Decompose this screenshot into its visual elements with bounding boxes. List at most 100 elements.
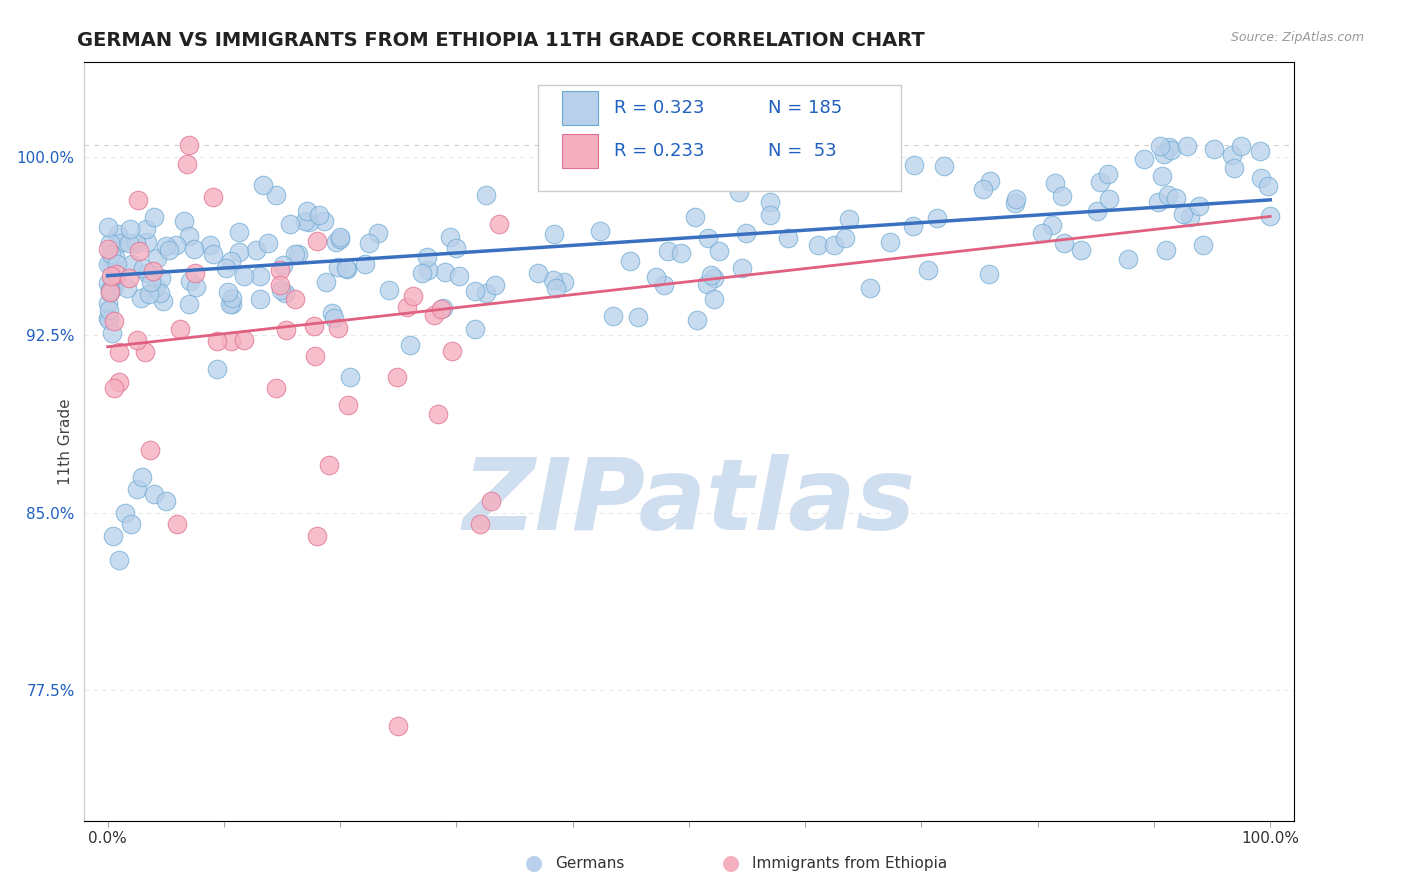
Point — [287, 247, 309, 261]
Point — [475, 187, 498, 202]
Point — [619, 254, 641, 268]
Point — [207, 362, 229, 376]
Point — [103, 314, 125, 328]
Point — [645, 270, 668, 285]
Point — [155, 239, 177, 253]
Point — [278, 218, 301, 232]
Point — [730, 260, 752, 275]
Text: R = 0.323: R = 0.323 — [614, 99, 704, 117]
Point — [152, 293, 174, 308]
Point — [541, 273, 564, 287]
Point — [546, 281, 568, 295]
Point — [444, 241, 467, 255]
Point — [669, 246, 692, 260]
Point — [1258, 209, 1281, 223]
Point — [100, 257, 122, 271]
Point — [101, 326, 124, 340]
Point — [271, 258, 294, 272]
Text: Germans: Germans — [555, 856, 624, 871]
Point — [98, 312, 121, 326]
Point — [378, 283, 401, 297]
Point — [318, 458, 340, 473]
Point — [304, 349, 326, 363]
Point — [100, 247, 122, 261]
Point — [218, 297, 240, 311]
Point — [1157, 140, 1180, 154]
Point — [266, 188, 288, 202]
Point — [834, 230, 856, 244]
Point — [366, 226, 388, 240]
Point — [464, 322, 486, 336]
Point — [183, 243, 205, 257]
Point — [339, 370, 361, 384]
Point — [98, 285, 121, 300]
Point — [823, 238, 845, 252]
Point — [217, 285, 239, 299]
Point — [312, 214, 335, 228]
Point — [228, 225, 250, 239]
Point — [934, 159, 956, 173]
Point — [100, 268, 122, 283]
Point — [683, 211, 706, 225]
Point — [142, 264, 165, 278]
Point — [104, 250, 127, 264]
Point — [105, 257, 128, 271]
Point — [335, 261, 357, 276]
Point — [138, 286, 160, 301]
Point — [1005, 193, 1028, 207]
Point — [602, 310, 624, 324]
Point — [169, 321, 191, 335]
Point — [145, 279, 167, 293]
Point — [97, 302, 120, 317]
Point — [1164, 191, 1187, 205]
Point — [416, 250, 439, 264]
Point — [402, 289, 425, 303]
Point — [979, 267, 1001, 281]
Point — [1156, 243, 1178, 257]
Text: N = 185: N = 185 — [768, 99, 842, 117]
Point — [430, 301, 453, 316]
Text: N =  53: N = 53 — [768, 142, 837, 161]
Point — [328, 232, 350, 246]
Point — [686, 312, 709, 326]
Point — [136, 266, 159, 280]
Point — [903, 158, 925, 172]
Point — [108, 345, 131, 359]
Point — [411, 266, 433, 280]
Point — [877, 140, 900, 154]
Point — [215, 260, 238, 275]
Point — [627, 310, 650, 324]
Point — [1250, 170, 1272, 185]
Point — [817, 138, 839, 153]
Point — [294, 214, 316, 228]
Point — [543, 227, 565, 241]
Point — [1175, 138, 1198, 153]
Point — [838, 211, 860, 226]
Point — [979, 174, 1001, 188]
Point — [184, 266, 207, 280]
Point — [1088, 176, 1111, 190]
Point — [813, 147, 835, 161]
Point — [325, 235, 347, 249]
Point — [1153, 147, 1175, 161]
Point — [426, 408, 449, 422]
Point — [128, 244, 150, 259]
Point — [387, 719, 409, 733]
Point — [97, 296, 120, 310]
Point — [125, 482, 148, 496]
Point — [176, 157, 198, 171]
Point — [396, 300, 419, 314]
Point — [468, 517, 491, 532]
Point — [284, 247, 307, 261]
Point — [125, 333, 148, 347]
Point — [1031, 226, 1053, 240]
Point — [101, 276, 124, 290]
Point — [179, 274, 201, 288]
Point — [252, 178, 274, 192]
Point — [734, 226, 756, 240]
Point — [315, 275, 337, 289]
Point — [117, 270, 139, 285]
Point — [1053, 236, 1076, 251]
Point — [1230, 139, 1253, 153]
Point — [149, 271, 172, 285]
